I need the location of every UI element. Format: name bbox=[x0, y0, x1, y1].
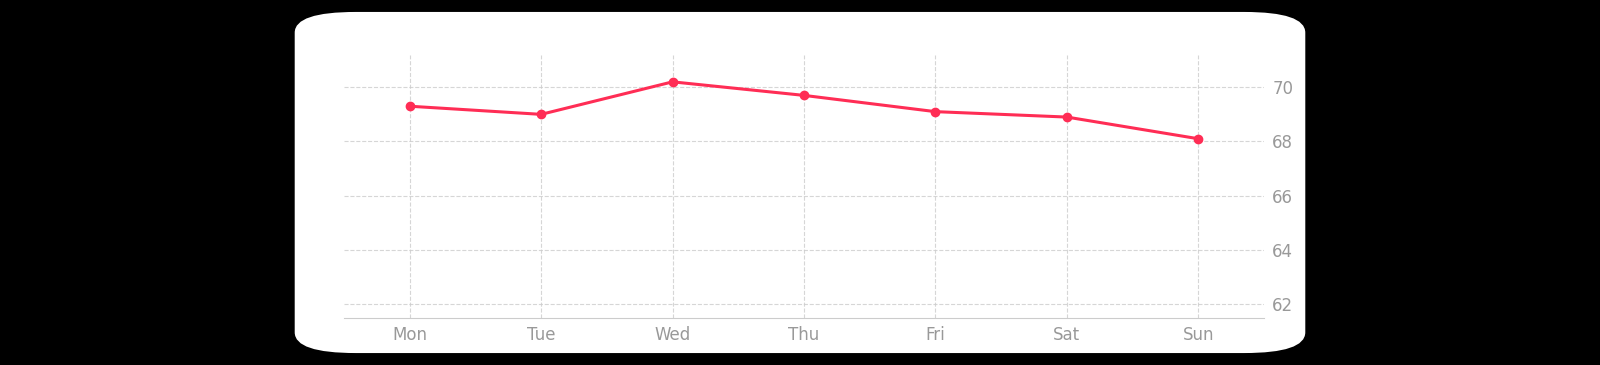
FancyBboxPatch shape bbox=[294, 12, 1306, 353]
